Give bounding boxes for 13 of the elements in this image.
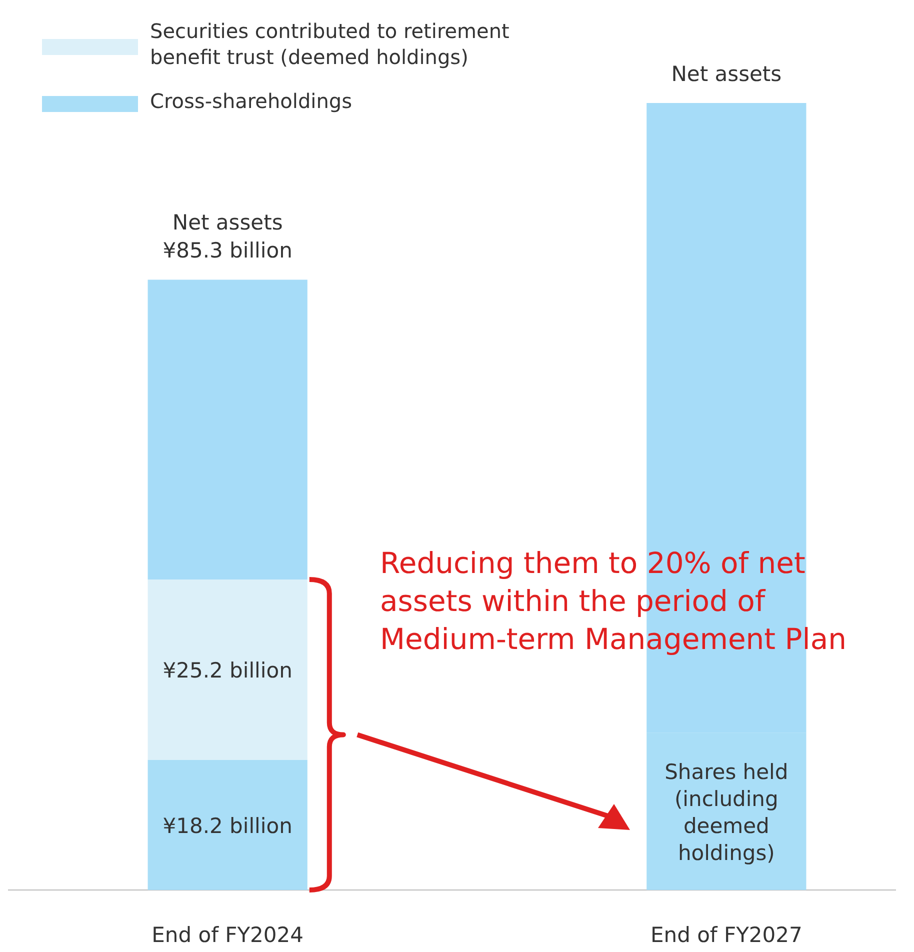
annotation: Reducing them to 20% of net assets within the period of Medium-term Management Plan xyxy=(380,546,846,656)
data-label: Shares held (including deemed holdings) xyxy=(664,760,788,865)
x-tick-label: End of FY2024 xyxy=(152,923,304,947)
total-label: Net assets xyxy=(671,62,782,86)
legend-label: Securities contributed to retirement benefit trust (deemed holdings) xyxy=(150,19,510,69)
data-label: ¥18.2 billion xyxy=(162,814,292,838)
x-tick-label: End of FY2027 xyxy=(650,923,802,947)
legend-label: Cross-shareholdings xyxy=(150,89,352,113)
bar xyxy=(148,760,308,890)
bar xyxy=(148,579,308,760)
data-label: ¥25.2 billion xyxy=(162,658,292,683)
total-label: Net assets ¥85.3 billion xyxy=(162,210,292,263)
bar xyxy=(148,280,308,580)
